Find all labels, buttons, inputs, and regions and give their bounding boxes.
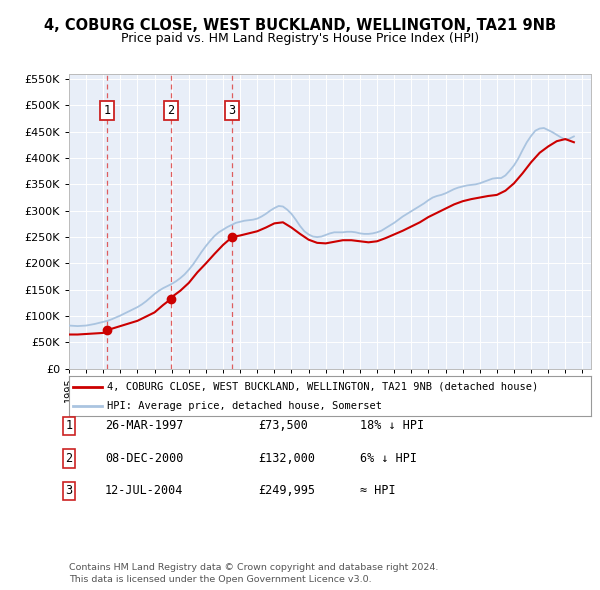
Text: £73,500: £73,500	[258, 419, 308, 432]
Text: ≈ HPI: ≈ HPI	[360, 484, 395, 497]
Text: £249,995: £249,995	[258, 484, 315, 497]
Text: £132,000: £132,000	[258, 452, 315, 465]
Text: 4, COBURG CLOSE, WEST BUCKLAND, WELLINGTON, TA21 9NB (detached house): 4, COBURG CLOSE, WEST BUCKLAND, WELLINGT…	[107, 382, 538, 392]
Text: 2: 2	[65, 452, 73, 465]
Text: 3: 3	[229, 104, 236, 117]
Text: 3: 3	[65, 484, 73, 497]
Text: 4, COBURG CLOSE, WEST BUCKLAND, WELLINGTON, TA21 9NB: 4, COBURG CLOSE, WEST BUCKLAND, WELLINGT…	[44, 18, 556, 32]
Text: This data is licensed under the Open Government Licence v3.0.: This data is licensed under the Open Gov…	[69, 575, 371, 584]
Text: 18% ↓ HPI: 18% ↓ HPI	[360, 419, 424, 432]
Text: 1: 1	[104, 104, 111, 117]
Text: 26-MAR-1997: 26-MAR-1997	[105, 419, 184, 432]
Text: Price paid vs. HM Land Registry's House Price Index (HPI): Price paid vs. HM Land Registry's House …	[121, 32, 479, 45]
Text: 1: 1	[65, 419, 73, 432]
Text: HPI: Average price, detached house, Somerset: HPI: Average price, detached house, Some…	[107, 401, 382, 411]
Text: 2: 2	[167, 104, 174, 117]
Text: 12-JUL-2004: 12-JUL-2004	[105, 484, 184, 497]
Text: 6% ↓ HPI: 6% ↓ HPI	[360, 452, 417, 465]
Text: Contains HM Land Registry data © Crown copyright and database right 2024.: Contains HM Land Registry data © Crown c…	[69, 563, 439, 572]
Text: 08-DEC-2000: 08-DEC-2000	[105, 452, 184, 465]
